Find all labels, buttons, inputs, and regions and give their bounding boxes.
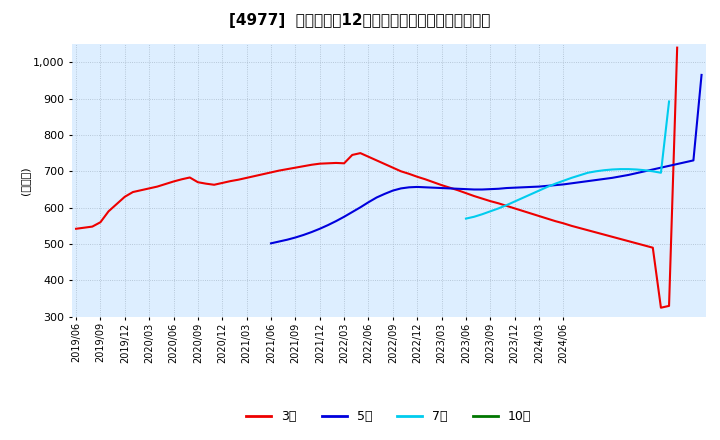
Y-axis label: (百万円): (百万円): [20, 166, 30, 195]
Line: 5年: 5年: [271, 75, 701, 243]
3年: [177, 177, 186, 182]
5年: [389, 188, 397, 193]
5年: [518, 185, 527, 190]
3年: [389, 165, 397, 170]
5年: [275, 239, 284, 244]
3年: [112, 202, 121, 207]
Line: 3年: 3年: [76, 48, 678, 308]
3年: [340, 161, 348, 166]
Line: 7年: 7年: [466, 102, 669, 219]
Text: [4977]  当期純利益12か月移動合計の標準偏差の推移: [4977] 当期純利益12か月移動合計の標準偏差の推移: [229, 13, 491, 28]
5年: [340, 214, 348, 220]
3年: [518, 208, 527, 213]
7年: [518, 195, 527, 201]
5年: [697, 72, 706, 77]
3年: [275, 168, 284, 173]
3年: [72, 226, 81, 231]
Legend: 3年, 5年, 7年, 10年: 3年, 5年, 7年, 10年: [241, 405, 536, 428]
